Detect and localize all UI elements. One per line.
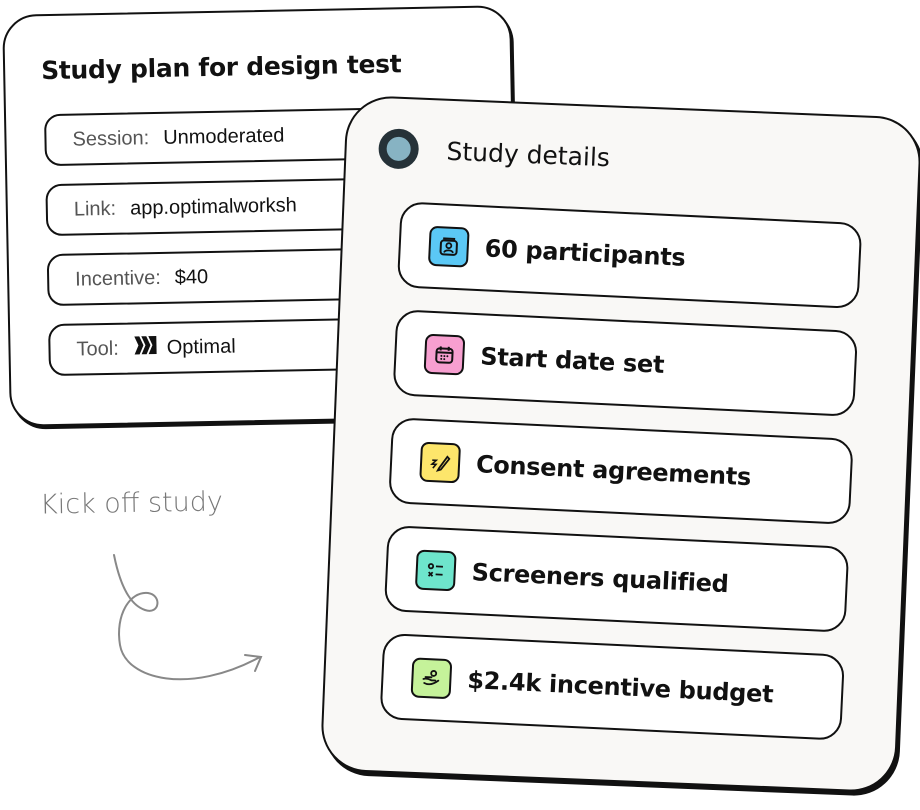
detail-item-label: Screeners qualified xyxy=(471,558,730,599)
study-details-title: Study details xyxy=(446,136,611,172)
calendar-icon xyxy=(423,333,466,376)
tool-field: Tool: Optimal xyxy=(48,315,489,377)
detail-item-screeners: Screeners qualified xyxy=(383,525,850,633)
detail-item-label: $2.4k incentive budget xyxy=(466,666,774,709)
field-label: Incentive: xyxy=(74,266,161,291)
study-plan-card: Study plan for design test Session: Unmo… xyxy=(2,5,519,427)
field-label: Tool: xyxy=(76,337,119,361)
study-details-card: Study details 60 participants Start date… xyxy=(319,94,920,794)
field-value: app.optimalworksh xyxy=(129,193,298,220)
study-plan-title: Study plan for design test xyxy=(40,49,402,86)
detail-item-budget: $2.4k incentive budget xyxy=(379,633,846,741)
curved-arrow-icon xyxy=(113,554,263,681)
signature-pen-icon xyxy=(419,441,462,484)
checklist-icon xyxy=(414,549,457,592)
participant-badge-icon xyxy=(427,225,470,268)
detail-item-consent: Consent agreements xyxy=(388,417,854,525)
field-value: $40 xyxy=(174,265,209,289)
kick-off-annotation: Kick off study xyxy=(39,486,224,521)
hand-coin-icon xyxy=(410,657,453,700)
status-indicator-icon xyxy=(377,128,420,170)
field-label: Session: xyxy=(72,126,150,151)
study-details-header: Study details xyxy=(377,128,611,177)
detail-item-participants: 60 participants xyxy=(396,201,863,310)
detail-item-label: Consent agreements xyxy=(475,450,752,492)
detail-item-label: Start date set xyxy=(479,342,665,379)
field-label: Link: xyxy=(73,197,117,221)
optimal-logo-icon xyxy=(133,334,160,362)
detail-item-label: 60 participants xyxy=(484,234,687,272)
field-value: Optimal xyxy=(166,335,236,359)
field-value: Unmoderated xyxy=(162,124,285,149)
detail-item-start-date: Start date set xyxy=(392,309,859,417)
